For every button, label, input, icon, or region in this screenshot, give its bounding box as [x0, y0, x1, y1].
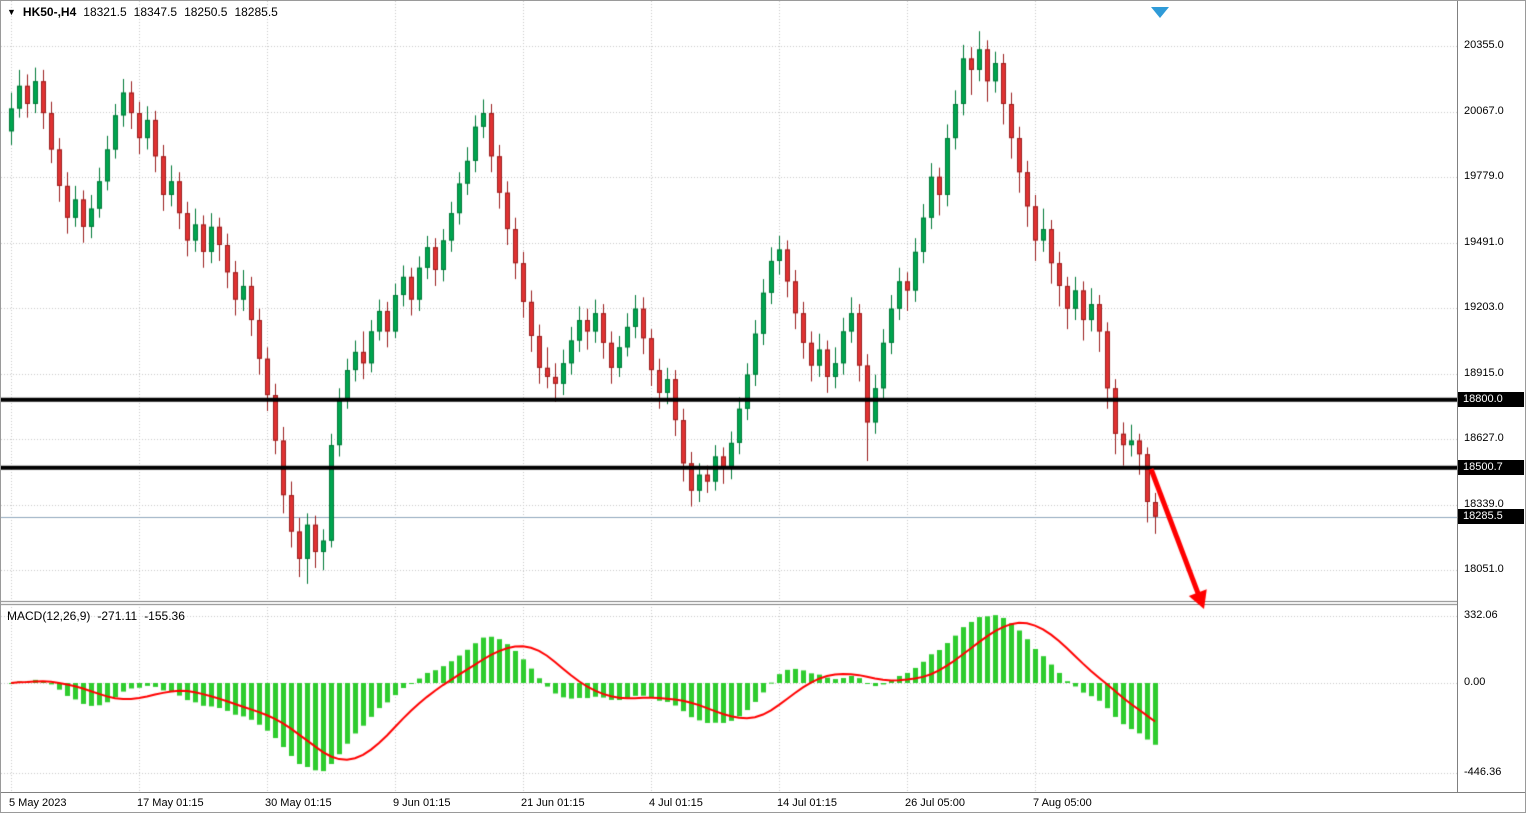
time-tick-label: 7 Aug 05:00 [1033, 797, 1092, 809]
price-chart-canvas[interactable] [1, 1, 1457, 792]
macd-tick-label: 332.06 [1464, 609, 1498, 621]
time-tick-label: 4 Jul 01:15 [649, 797, 703, 809]
symbol-header: ▼ HK50-,H4 18321.5 18347.5 18250.5 18285… [7, 5, 278, 19]
macd-indicator-label: MACD(12,26,9) [7, 609, 91, 623]
price-tick-label: 18051.0 [1464, 563, 1504, 575]
time-tick-label: 9 Jun 01:15 [393, 797, 451, 809]
time-tick-label: 14 Jul 01:15 [777, 797, 837, 809]
price-tick-label: 20355.0 [1464, 39, 1504, 51]
time-tick-label: 17 May 01:15 [137, 797, 204, 809]
ohlc-open-value: 18321.5 [83, 5, 127, 19]
current-price-badge: 18285.5 [1458, 508, 1524, 524]
price-tick-label: 19203.0 [1464, 301, 1504, 313]
macd-tick-label: 0.00 [1464, 676, 1486, 688]
ohlc-high-value: 18347.5 [133, 5, 178, 19]
macd-signal-value: -155.36 [144, 609, 185, 623]
price-tick-label: 19491.0 [1464, 235, 1504, 248]
level-price-badge: 18800.0 [1458, 391, 1524, 407]
macd-tick-label: -446.36 [1464, 766, 1502, 779]
macd-main-value: -271.11 [97, 609, 138, 623]
level-price-badge: 18500.7 [1458, 459, 1524, 475]
time-axis[interactable]: 5 May 2023 17 May 01:15 30 May 01:15 9 Jun … [1, 792, 1525, 812]
price-tick-label: 18915.0 [1464, 366, 1504, 379]
macd-indicator-header: MACD(12,26,9) -271.11 -155.36 [7, 609, 185, 623]
time-tick-label: 21 Jun 01:15 [521, 797, 585, 809]
time-tick-label: 30 May 01:15 [265, 797, 332, 809]
collapse-triangle-icon[interactable]: ▼ [7, 7, 16, 17]
chart-shift-marker-icon[interactable] [1151, 7, 1169, 18]
symbol-timeframe-label: HK50-,H4 [22, 5, 77, 19]
price-axis[interactable]: 20355.0 20067.0 19779.0 19491.0 19203.0 18915… [1457, 1, 1525, 792]
price-tick-label: 20067.0 [1464, 104, 1504, 117]
price-tick-label: 19779.0 [1464, 170, 1504, 182]
price-tick-label: 18627.0 [1464, 432, 1504, 444]
ohlc-low-value: 18250.5 [184, 5, 228, 19]
time-tick-label: 5 May 2023 [9, 797, 67, 809]
time-tick-label: 26 Jul 05:00 [905, 797, 965, 809]
price-tick-label: 18339.0 [1464, 497, 1504, 510]
ohlc-close-value: 18285.5 [234, 5, 278, 19]
